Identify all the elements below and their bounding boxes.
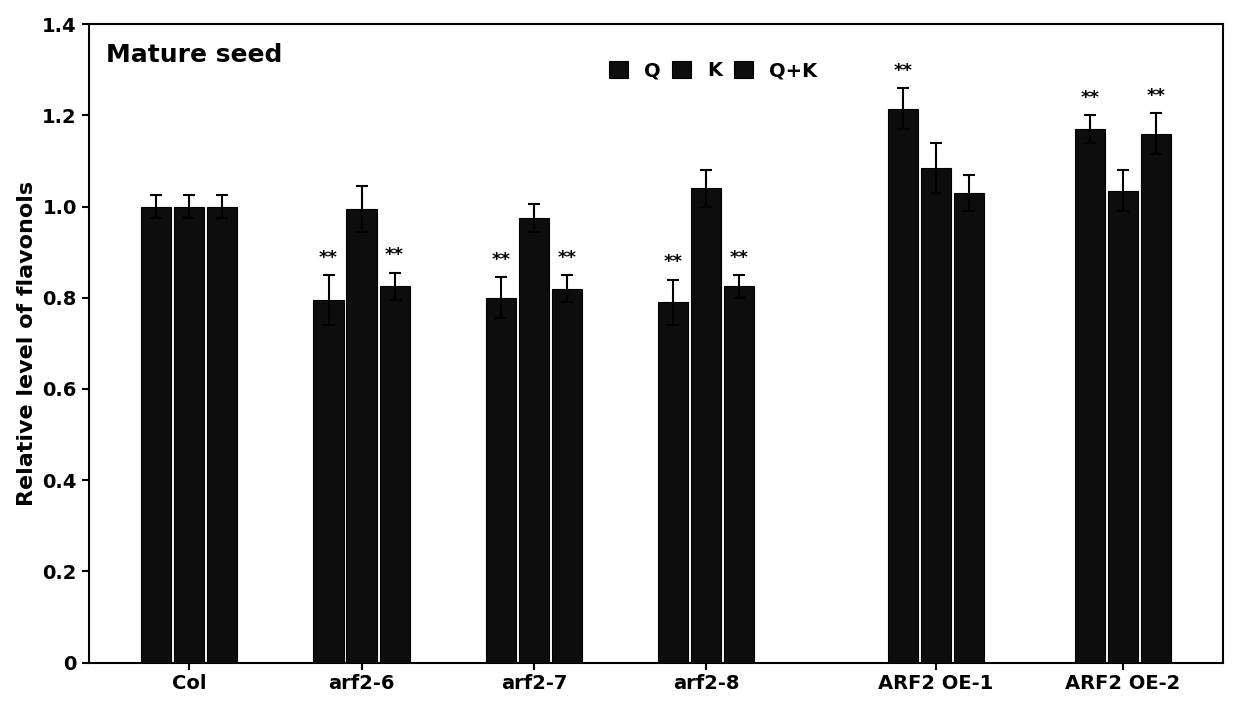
Text: **: **: [1080, 89, 1099, 107]
Bar: [1141, 133, 1171, 662]
Text: **: **: [894, 62, 913, 80]
Bar: [921, 168, 951, 662]
Bar: [314, 300, 343, 662]
Bar: [207, 207, 237, 662]
Text: **: **: [558, 248, 577, 267]
Bar: [658, 302, 688, 662]
Bar: [518, 218, 549, 662]
Text: **: **: [491, 251, 511, 269]
Text: **: **: [663, 253, 683, 271]
Text: **: **: [730, 248, 749, 267]
Bar: [486, 297, 516, 662]
Bar: [954, 193, 985, 662]
Bar: [552, 289, 582, 662]
Text: Mature seed: Mature seed: [105, 43, 281, 67]
Bar: [888, 109, 918, 662]
Bar: [346, 209, 377, 662]
Bar: [141, 207, 171, 662]
Text: **: **: [386, 246, 404, 264]
Bar: [379, 286, 409, 662]
Legend: Q, K, Q+K: Q, K, Q+K: [601, 53, 825, 88]
Text: **: **: [1146, 87, 1166, 105]
Bar: [724, 286, 754, 662]
Bar: [1107, 190, 1138, 662]
Bar: [1075, 129, 1105, 662]
Y-axis label: Relative level of flavonols: Relative level of flavonols: [16, 181, 37, 506]
Bar: [691, 188, 722, 662]
Bar: [174, 207, 205, 662]
Text: **: **: [319, 248, 339, 267]
